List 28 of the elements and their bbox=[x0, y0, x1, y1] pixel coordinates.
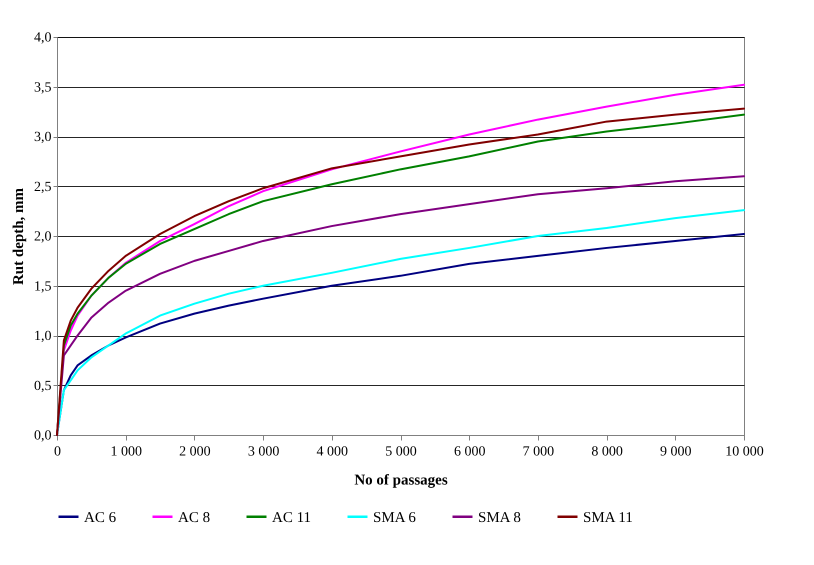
x-tick-label: 8 000 bbox=[591, 444, 623, 460]
legend-label: SMA 6 bbox=[373, 510, 416, 526]
y-axis-title: Rut depth, mm bbox=[11, 187, 27, 286]
x-tick-label: 3 000 bbox=[248, 444, 280, 460]
x-tick-label: 9 000 bbox=[660, 444, 692, 460]
y-tick-label: 0,0 bbox=[34, 428, 52, 444]
x-tick-label: 4 000 bbox=[316, 444, 348, 460]
x-axis-title: No of passages bbox=[354, 472, 448, 488]
legend-label: AC 11 bbox=[272, 510, 312, 526]
y-tick-label: 0,5 bbox=[34, 378, 52, 394]
x-tick-label: 5 000 bbox=[385, 444, 417, 460]
y-tick-label: 3,5 bbox=[34, 80, 52, 96]
legend-label: SMA 8 bbox=[478, 510, 521, 526]
x-tick-label: 6 000 bbox=[454, 444, 486, 460]
y-tick-label: 1,0 bbox=[34, 329, 52, 344]
y-tick-label: 1,5 bbox=[34, 279, 52, 294]
legend-label: SMA 11 bbox=[583, 510, 633, 526]
y-tick-label: 4,0 bbox=[34, 30, 52, 46]
x-tick-label: 10 000 bbox=[725, 444, 764, 460]
y-tick-label: 3,0 bbox=[34, 130, 52, 145]
legend-label: AC 8 bbox=[178, 510, 210, 526]
x-tick-label: 7 000 bbox=[522, 444, 554, 460]
y-tick-label: 2,5 bbox=[34, 180, 52, 195]
x-tick-label: 1 000 bbox=[110, 444, 142, 460]
legend-label: AC 6 bbox=[84, 510, 117, 526]
x-tick-label: 2 000 bbox=[179, 444, 211, 460]
y-tick-label: 2,0 bbox=[34, 230, 52, 244]
x-tick-label: 0 bbox=[54, 444, 61, 460]
